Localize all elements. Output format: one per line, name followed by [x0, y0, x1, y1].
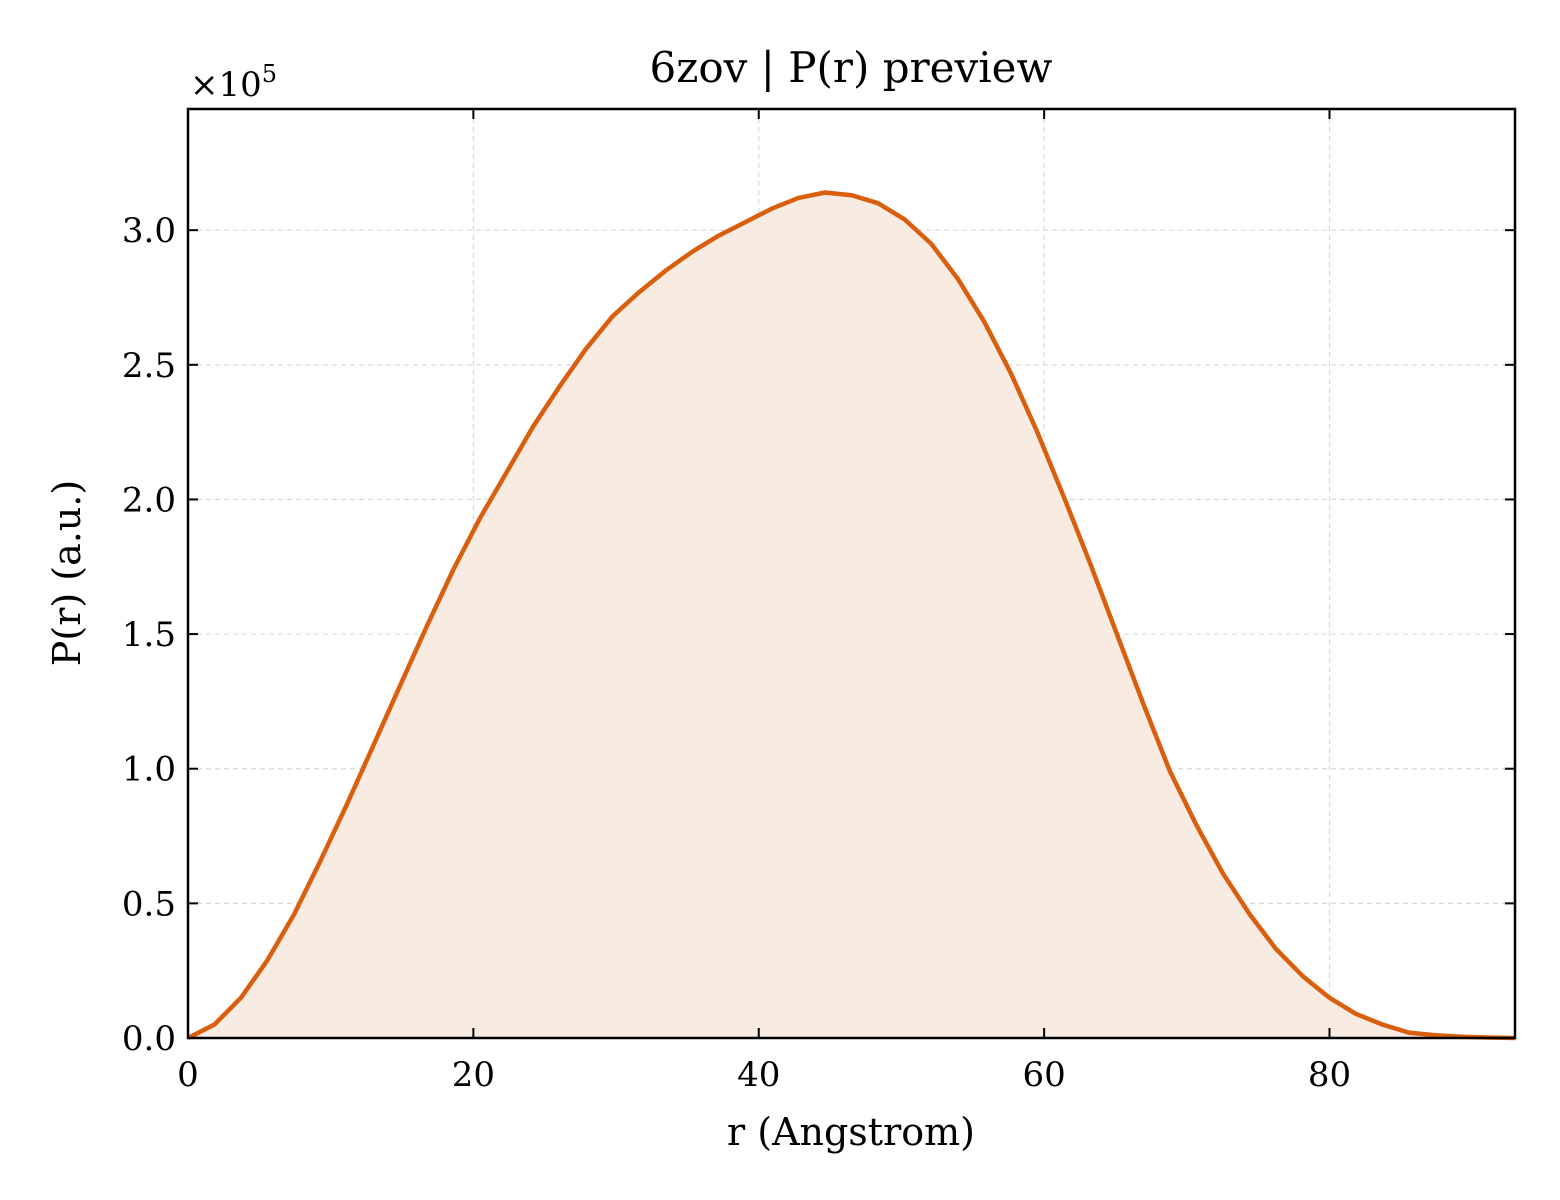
y-offset-exponent: 5 — [262, 60, 277, 88]
series-line — [186, 190, 1516, 1041]
x-tick-label: 60 — [1022, 1055, 1065, 1095]
y-tick-label: 1.0 — [122, 750, 176, 790]
chart-title: 6zov | P(r) preview — [650, 43, 1053, 92]
area-fill — [188, 192, 1515, 1038]
y-offset-text: ×105 — [190, 60, 277, 105]
series-line-layer — [186, 190, 1516, 1041]
area-fill-layer — [188, 192, 1515, 1038]
y-tick-label: 2.0 — [122, 480, 176, 520]
y-tick-label: 1.5 — [122, 615, 176, 655]
plot-frame — [186, 107, 1517, 1040]
y-tick-label: 0.0 — [122, 1019, 176, 1059]
y-tick-label: 2.5 — [122, 346, 176, 386]
ticks: 0 20 40 60 80 0.0 0.5 1.0 1.5 2.0 2.5 3.0 — [122, 109, 1515, 1095]
x-tick-label: 40 — [737, 1055, 780, 1095]
x-axis-label: r (Angstrom) — [727, 1110, 975, 1154]
x-tick-label: 20 — [452, 1055, 495, 1095]
x-tick-label: 80 — [1308, 1055, 1351, 1095]
x-tick-label: 0 — [177, 1055, 199, 1095]
y-tick-label: 0.5 — [122, 884, 176, 924]
y-axis-label: P(r) (a.u.) — [45, 480, 89, 666]
y-tick-label: 3.0 — [122, 211, 176, 251]
